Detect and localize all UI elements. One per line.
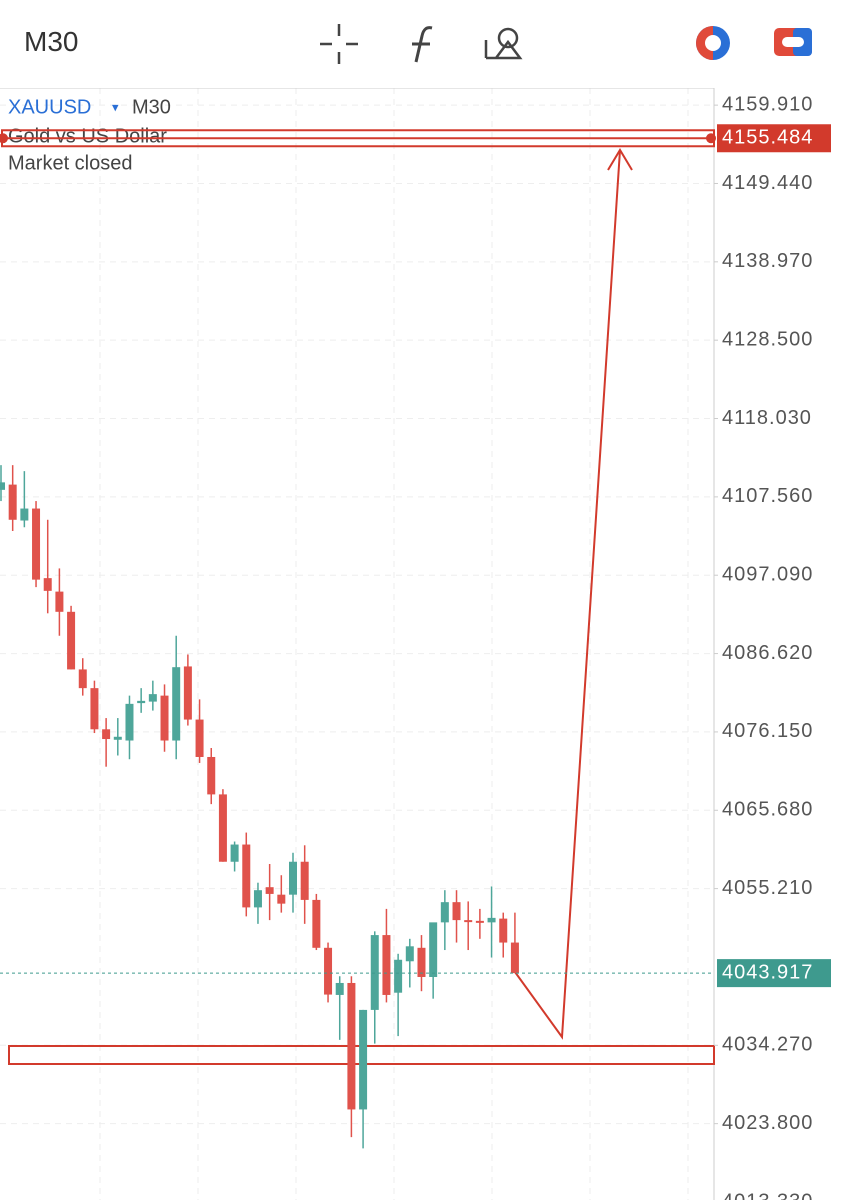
y-tick-label: 4107.560: [722, 485, 813, 507]
candle-body: [417, 947, 426, 977]
y-tick-label: 4055.210: [722, 877, 813, 899]
y-tick-label: 4034.270: [722, 1034, 813, 1056]
candle-body: [499, 918, 508, 943]
candle-body: [405, 946, 414, 962]
y-tick-label: 4086.620: [722, 642, 813, 664]
account-icon[interactable]: [696, 26, 730, 60]
y-tick-label: 4118.030: [722, 407, 812, 429]
last-price-label: 4043.917: [722, 961, 813, 983]
projection-line[interactable]: [514, 149, 621, 1040]
candle-body: [78, 669, 87, 689]
candle-body: [90, 688, 99, 730]
candle-body: [20, 508, 29, 521]
y-tick-label: 4128.500: [722, 328, 813, 350]
description: Gold vs US Dollar: [8, 125, 167, 147]
candle-body: [148, 694, 157, 702]
candle-body: [160, 695, 169, 741]
candle-body: [253, 890, 262, 908]
candle-body: [55, 591, 64, 612]
candle-body: [207, 756, 216, 795]
legend: XAUUSD ▾ M30 Gold vs US Dollar Market cl…: [8, 96, 171, 174]
candle-body: [382, 935, 391, 995]
candle-body: [67, 611, 76, 670]
y-tick-label: 4076.150: [722, 720, 813, 742]
price-line-handle: [706, 133, 716, 144]
drawings: [8, 148, 715, 1065]
candle-body: [43, 578, 52, 591]
crosshair-icon[interactable]: [320, 24, 358, 64]
candle-body: [230, 844, 239, 862]
legend-timeframe: M30: [132, 96, 171, 118]
candle-body: [475, 920, 484, 923]
status: Market closed: [8, 152, 133, 174]
last-price-label-bg: [717, 959, 831, 988]
chart: XAUUSD ▾ M30 Gold vs US Dollar Market cl…: [0, 88, 831, 1200]
candle-body: [8, 484, 17, 520]
candle-body: [394, 959, 403, 993]
y-tick-label: 4097.090: [722, 564, 813, 586]
candle-body: [464, 920, 473, 923]
vertical-grid: [99, 88, 689, 1200]
candle-body: [452, 902, 461, 921]
candle-body: [242, 844, 251, 908]
price-line-label-bg: [717, 124, 831, 153]
candle-body: [335, 982, 344, 995]
y-tick-label: 4013.330: [722, 1190, 813, 1200]
toolbar: M30: [0, 0, 842, 88]
candle-body: [429, 922, 438, 977]
candle-body: [195, 719, 204, 757]
toolbar-icons: [320, 24, 812, 64]
y-tick-label: 4065.680: [722, 799, 813, 821]
candle-body: [113, 736, 122, 740]
y-tick-label: 4159.910: [722, 93, 813, 115]
candle-body: [300, 861, 309, 900]
candle-body: [487, 917, 496, 923]
arrow-head: [607, 148, 633, 171]
candle-body: [183, 666, 192, 720]
trade-icon[interactable]: [774, 28, 812, 56]
candle-body: [359, 1009, 368, 1110]
indicator-icon[interactable]: [412, 26, 433, 63]
y-tick-label: 4023.800: [722, 1112, 813, 1134]
candle-body: [324, 947, 333, 995]
symbol[interactable]: XAUUSD: [8, 96, 91, 118]
candle-body: [370, 935, 379, 1010]
candle-body: [32, 508, 41, 580]
candle-body: [510, 942, 519, 974]
timeframe-button[interactable]: M30: [24, 26, 79, 57]
candle-body: [277, 894, 286, 904]
candle-body: [172, 667, 181, 741]
candle-body: [265, 887, 274, 894]
y-tick-label: 4149.440: [722, 172, 813, 194]
candle-body: [137, 700, 146, 704]
candle-body: [347, 982, 356, 1110]
candle-body: [289, 861, 297, 895]
candle-body: [125, 703, 134, 741]
candle-body: [218, 794, 227, 862]
price-line-label: 4155.484: [722, 127, 813, 149]
objects-icon[interactable]: [484, 27, 523, 60]
price-line-handle: [0, 133, 8, 144]
candle-body: [0, 482, 5, 490]
candle-body: [440, 902, 449, 923]
symbol-caret[interactable]: ▾: [112, 99, 119, 114]
y-tick-label: 4138.970: [722, 250, 813, 272]
candle-body: [312, 899, 321, 948]
candle-body: [102, 729, 111, 740]
